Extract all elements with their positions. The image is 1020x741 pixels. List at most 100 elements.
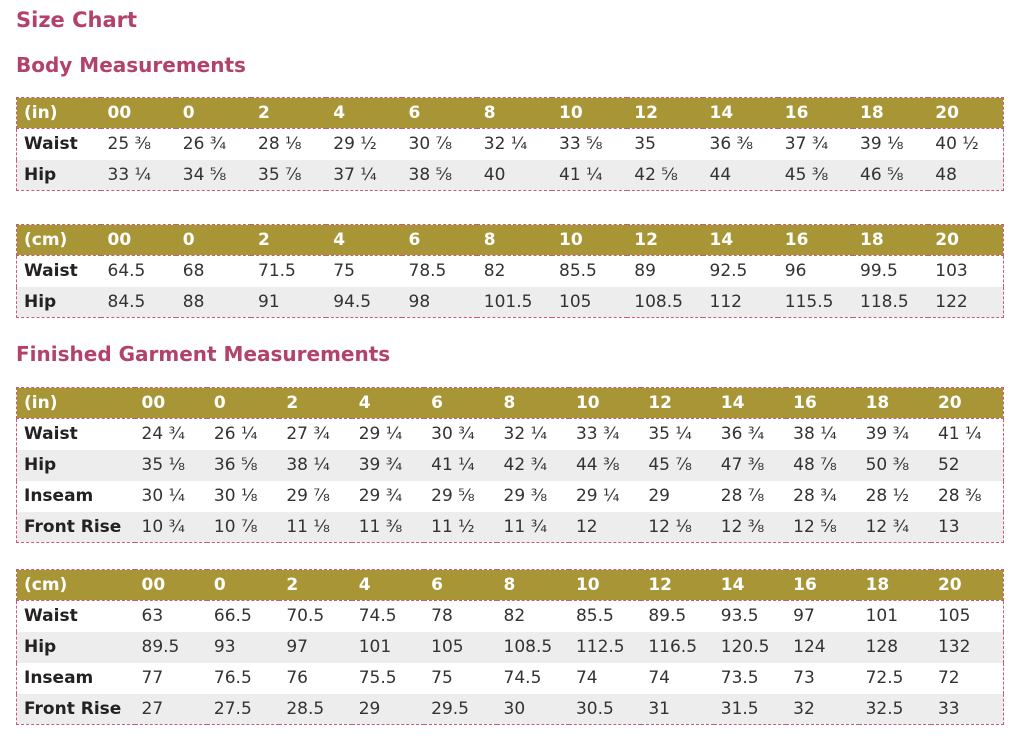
size-header: 0 bbox=[206, 387, 280, 419]
measurement-cell: 30 bbox=[496, 693, 569, 725]
measurement-cell: 75 bbox=[333, 261, 355, 282]
section-title-finished-garment-measurements: Finished Garment Measurements bbox=[16, 342, 391, 366]
measurement-cell: 42 ¾ bbox=[503, 455, 548, 475]
measurement-cell: 84.5 bbox=[100, 286, 176, 318]
size-header: 18 bbox=[858, 387, 931, 419]
header-row: (in) 00 0 2 4 6 8 10 12 14 16 18 20 bbox=[16, 97, 1005, 129]
measurement-cell: 112.5 bbox=[575, 637, 625, 657]
size-header: 8 bbox=[496, 569, 569, 601]
measurement-cell: 72 bbox=[930, 662, 1004, 694]
measurement-cell: 29 ½ bbox=[333, 134, 377, 155]
measurement-cell: 41 ¼ bbox=[431, 455, 475, 475]
size-header: 16 bbox=[777, 224, 853, 256]
size-header: 00 bbox=[134, 569, 207, 601]
size-header: 6 bbox=[424, 387, 497, 419]
measurement-cell: 85.5 bbox=[575, 606, 614, 627]
measurement-cell: 63 bbox=[141, 606, 164, 627]
size-header: 2 bbox=[251, 224, 327, 256]
measurement-cell: 31 bbox=[641, 693, 714, 725]
measurement-cell: 40 bbox=[476, 159, 552, 191]
size-header: 14 bbox=[702, 97, 778, 129]
measurement-cell: 29 ¼ bbox=[358, 424, 403, 445]
measurement-cell: 75 bbox=[431, 668, 453, 688]
measurement-cell: 33 ¾ bbox=[575, 424, 620, 445]
size-header: 14 bbox=[713, 569, 787, 601]
row-label: Inseam bbox=[16, 662, 135, 694]
measurement-cell: 50 ⅜ bbox=[865, 455, 910, 475]
measurement-cell: 30 ¼ bbox=[141, 486, 186, 506]
measurement-cell: 71.5 bbox=[258, 261, 296, 282]
measurement-cell: 27 ¾ bbox=[286, 424, 330, 445]
measurement-cell: 122 bbox=[928, 286, 1005, 318]
row-label: Inseam bbox=[16, 480, 135, 512]
row-label: Waist bbox=[16, 255, 101, 287]
size-header: 8 bbox=[476, 97, 552, 129]
measurement-cell: 99.5 bbox=[860, 261, 898, 282]
measurement-cell: 40 ½ bbox=[928, 128, 1005, 160]
measurement-cell: 52 bbox=[930, 449, 1004, 481]
size-header: 10 bbox=[552, 224, 628, 256]
measurement-cell: 32 ¼ bbox=[503, 424, 548, 445]
measurement-cell: 30 ⅞ bbox=[408, 134, 453, 155]
size-header: 14 bbox=[702, 224, 778, 256]
measurement-cell: 36 ¾ bbox=[720, 424, 765, 445]
measurement-cell: 41 ¼ bbox=[552, 159, 628, 191]
measurement-cell: 12 ⅝ bbox=[786, 511, 859, 543]
table-row: Hip 84.5 88 91 94.5 98 101.5 105 108.5 112 115.5 11… bbox=[16, 286, 1005, 318]
measurement-cell: 93.5 bbox=[720, 606, 759, 627]
size-header: 4 bbox=[351, 569, 425, 601]
measurement-cell: 29 ⅝ bbox=[431, 486, 475, 506]
measurement-cell: 11 ⅜ bbox=[351, 511, 425, 543]
measurement-cell: 66.5 bbox=[213, 606, 252, 627]
row-label: Hip bbox=[16, 159, 101, 191]
table-row: Waist 64.5 68 71.5 75 78.5 82 85.5 89 92.5 96 99.5 1… bbox=[16, 255, 1005, 287]
size-header: 16 bbox=[777, 97, 853, 129]
size-header: 12 bbox=[627, 224, 703, 256]
measurement-cell: 115.5 bbox=[777, 286, 853, 318]
measurement-cell: 105 bbox=[552, 286, 628, 318]
measurement-cell: 30 ⅛ bbox=[213, 486, 258, 506]
table-row: Front Rise 10 ¾ 10 ⅞ 11 ⅛ 11 ⅜ 11 ½ 11 ¾ 12 12 ⅛… bbox=[16, 511, 1004, 543]
measurement-cell: 34 ⅝ bbox=[175, 159, 251, 191]
measurement-cell: 132 bbox=[930, 631, 1004, 663]
measurement-cell: 24 ¾ bbox=[141, 424, 186, 445]
size-header: 10 bbox=[552, 97, 628, 129]
measurement-cell: 29 ¼ bbox=[575, 486, 620, 506]
measurement-cell: 37 ¾ bbox=[784, 134, 829, 155]
measurement-cell: 38 ¼ bbox=[286, 455, 330, 475]
size-header: 6 bbox=[424, 569, 497, 601]
table-row: Waist 24 ¾ 26 ¼ 27 ¾ 29 ¼ 30 ¾ 32 ¼ 33 ¾ 35 ¼ 36 … bbox=[16, 418, 1004, 450]
size-header: 16 bbox=[786, 387, 859, 419]
measurement-cell: 35 ⅛ bbox=[141, 455, 186, 475]
measurement-cell: 128 bbox=[865, 637, 899, 657]
measurement-cell: 12 bbox=[568, 511, 642, 543]
measurement-cell: 73 bbox=[793, 668, 815, 688]
measurement-cell: 27.5 bbox=[206, 693, 280, 725]
size-header: 12 bbox=[627, 97, 703, 129]
measurement-cell: 88 bbox=[175, 286, 251, 318]
measurement-cell: 68 bbox=[182, 261, 205, 282]
row-label: Waist bbox=[16, 600, 135, 632]
measurement-cell: 45 ⅞ bbox=[648, 455, 692, 475]
measurement-cell: 116.5 bbox=[648, 637, 698, 657]
size-header: 18 bbox=[858, 569, 931, 601]
size-header: 0 bbox=[206, 569, 280, 601]
size-header: 10 bbox=[568, 387, 642, 419]
row-label: Hip bbox=[16, 449, 135, 481]
measurement-cell: 35 ⅞ bbox=[251, 159, 327, 191]
measurement-cell: 33 bbox=[930, 693, 1004, 725]
size-header: 6 bbox=[401, 97, 477, 129]
measurement-cell: 89.5 bbox=[141, 637, 180, 657]
unit-label: (cm) bbox=[16, 569, 135, 601]
measurement-cell: 29 ⅞ bbox=[286, 486, 330, 506]
finished-garment-inches-table: (in) 00 0 2 4 6 8 10 12 14 16 18 20 Waist 24 ¾ 26 ¼ 27 ¾… bbox=[16, 387, 1004, 543]
size-header: 20 bbox=[930, 387, 1004, 419]
size-header: 18 bbox=[853, 224, 929, 256]
measurement-cell: 82 bbox=[483, 261, 506, 282]
measurement-cell: 29.5 bbox=[424, 693, 497, 725]
measurement-cell: 74 bbox=[648, 668, 670, 688]
measurement-cell: 92.5 bbox=[709, 261, 748, 282]
size-header: 4 bbox=[351, 387, 425, 419]
measurement-cell: 35 ¼ bbox=[648, 424, 692, 445]
